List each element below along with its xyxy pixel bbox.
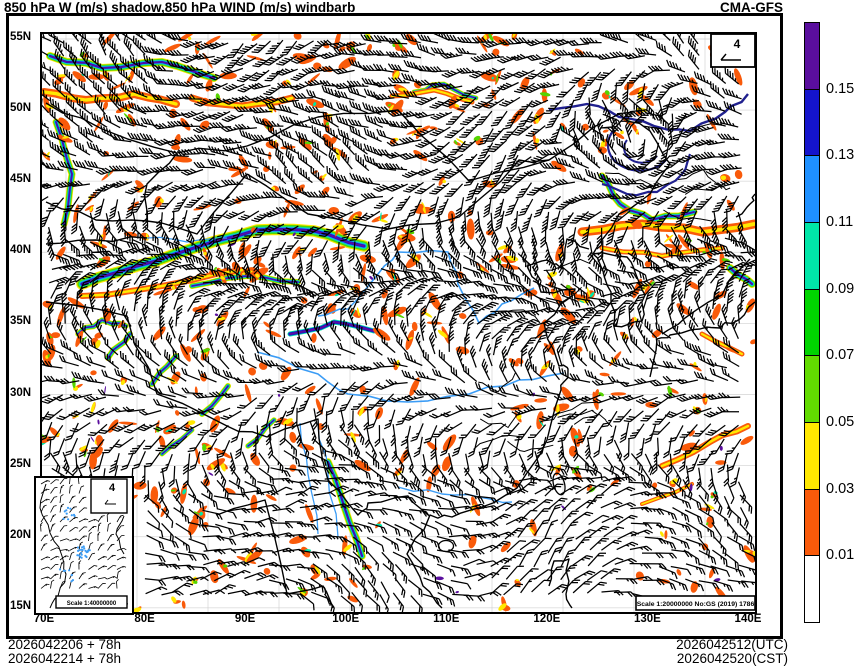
lat-tick-label: 45N [10,173,40,185]
colorbar-segment [804,489,820,557]
colorbar-segment [804,422,820,490]
lon-tick-label: 90E [235,613,255,625]
lon-tick-label: 80E [134,613,154,625]
lon-tick-label: 140E [735,613,762,625]
map-plot-area: 4 Scale 1:20000000 No:GS (2019) 1786 [40,32,757,614]
inset-ref-barb-value: 4 [109,482,116,494]
colorbar-segment [804,222,820,290]
colorbar-segment [804,289,820,357]
inset-canvas: 4 Scale 1:40000000 [36,478,128,609]
colorbar-tick-label: 0.01 [826,547,854,563]
colorbar-tick-label: 0.09 [826,281,854,297]
lon-tick-label: 100E [332,613,359,625]
colorbar-tick-label: 0.07 [826,347,854,363]
colorbar-tick-label: 0.11 [826,214,853,230]
ref-barb-value: 4 [734,37,741,51]
inset-scale-note: Scale 1:40000000 [67,601,117,607]
lon-tick-label: 110E [433,613,459,625]
lat-tick-label: 30N [10,387,40,399]
map-canvas: 4 Scale 1:20000000 No:GS (2019) 1786 [42,34,755,612]
lat-tick-label: 35N [10,315,40,327]
lon-tick-label: 130E [634,613,661,625]
colorbar-segment [804,155,820,223]
colorbar-tick-label: 0.15 [826,81,854,97]
init-time-line1: 2026042206 + 78h [8,637,121,652]
lat-tick-label: 50N [10,102,40,114]
inset-content: 4 Scale 1:40000000 [40,478,128,608]
lat-tick-label: 25N [10,458,40,470]
colorbar-tick-label: 0.05 [826,414,854,430]
colorbar-segment [804,555,820,623]
lat-tick-label: 55N [10,31,40,43]
colorbar-segment [804,89,820,157]
south-china-sea-inset: 4 Scale 1:40000000 [34,476,134,615]
valid-time-utc: 2026042512(UTC) [500,637,788,652]
lon-tick-label: 120E [533,613,560,625]
coastlines-layer [46,103,755,608]
colorbar [804,22,820,622]
colorbar-tick-label: 0.13 [826,147,854,163]
colorbar-segment [804,22,820,90]
map-scale-note: Scale 1:20000000 No:GS (2019) 1786 [637,601,755,608]
colorbar-tick-label: 0.03 [826,481,854,497]
lat-tick-label: 40N [10,244,40,256]
colorbar-segment [804,355,820,423]
